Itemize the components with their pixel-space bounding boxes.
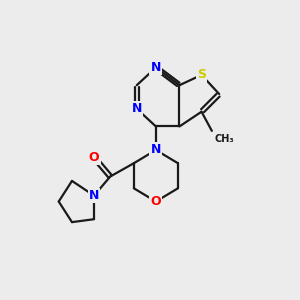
- Text: S: S: [197, 68, 206, 81]
- Text: N: N: [132, 102, 142, 115]
- Text: O: O: [89, 151, 99, 164]
- Text: CH₃: CH₃: [214, 134, 234, 144]
- Text: N: N: [89, 189, 99, 202]
- Text: N: N: [151, 143, 161, 157]
- Text: O: O: [151, 195, 161, 208]
- Text: N: N: [151, 61, 161, 74]
